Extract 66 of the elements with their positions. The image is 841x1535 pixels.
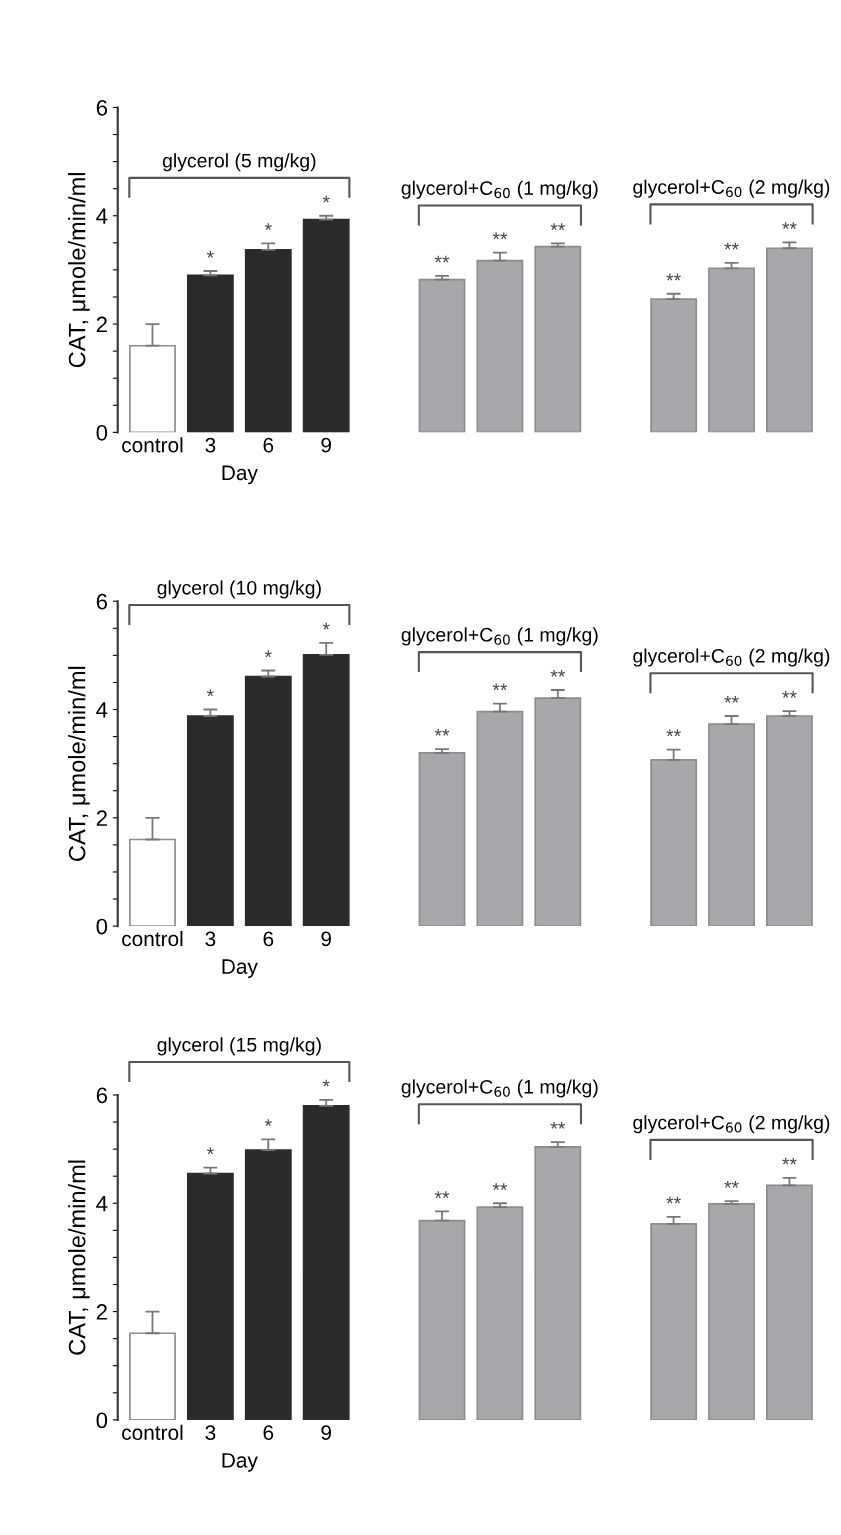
x-axis-title: Day <box>222 465 258 485</box>
data-label: * <box>206 1147 214 1155</box>
data-label: ** <box>492 232 508 240</box>
data-label: * <box>264 650 272 658</box>
y-tick-label: 2 <box>96 316 107 333</box>
y-tick-label: 2 <box>96 1304 107 1320</box>
x-tick-label: 3 <box>205 437 216 453</box>
data-label: * <box>206 689 214 697</box>
y-tick-label: 0 <box>96 918 108 935</box>
data-label: ** <box>782 691 797 698</box>
data-label: * <box>206 250 214 258</box>
x-tick-label: control <box>122 930 183 947</box>
data-label: ** <box>666 273 681 281</box>
annotation: glycerol+C$_{60}$ (2 mg/kg) <box>633 179 830 198</box>
x-tick-label: 6 <box>263 437 274 453</box>
text: glycerol (15 mg/kg) <box>157 1037 321 1056</box>
data-label: ** <box>782 222 797 229</box>
text: glycerol (10 mg/kg) <box>157 580 321 599</box>
y-tick-label: 6 <box>96 99 108 116</box>
data-label: ** <box>492 1183 508 1190</box>
y-axis-title: CAT, μmole/min/ml <box>68 666 90 861</box>
data-label: ** <box>550 223 566 231</box>
y-tick-label: 4 <box>96 702 108 718</box>
data-label: ** <box>492 683 508 691</box>
x-tick-label: 6 <box>263 931 274 947</box>
data-label: * <box>264 1119 272 1127</box>
annotation: glycerol (5 mg/kg) <box>162 153 316 172</box>
data-label: * <box>322 195 330 203</box>
data-label: ** <box>550 669 566 677</box>
x-axis-title: Day <box>222 1453 258 1472</box>
data-label: ** <box>434 255 450 263</box>
annotation: glycerol+C$_{60}$ (1 mg/kg) <box>401 1079 598 1098</box>
x-tick-label: 9 <box>321 437 331 453</box>
data-label: * <box>264 223 272 231</box>
x-axis-title: Day <box>222 959 258 979</box>
y-tick-label: 0 <box>96 424 108 441</box>
data-label: ** <box>724 695 739 703</box>
data-label: ** <box>434 728 450 736</box>
x-tick-label: 9 <box>321 931 331 947</box>
data-label: ** <box>666 1196 681 1204</box>
data-label: ** <box>434 1191 450 1199</box>
data-label: * <box>322 1079 330 1087</box>
y-tick-label: 6 <box>96 1087 108 1104</box>
data-label: ** <box>782 1157 797 1165</box>
data-label: ** <box>550 1121 566 1129</box>
y-tick-label: 4 <box>96 1196 108 1212</box>
data-label: ** <box>724 242 739 250</box>
annotation: glycerol+C$_{60}$ (2 mg/kg) <box>633 1115 830 1134</box>
data-label: ** <box>724 1180 739 1188</box>
y-tick-label: 2 <box>96 810 107 826</box>
x-tick-label: 3 <box>205 1425 216 1441</box>
y-axis-title: CAT, μmole/min/ml <box>68 173 90 368</box>
annotation: glycerol+C$_{60}$ (1 mg/kg) <box>401 627 598 646</box>
y-axis-title: CAT, μmole/min/ml <box>68 1160 90 1355</box>
y-tick-label: 4 <box>96 208 108 224</box>
annotation: glycerol+C$_{60}$ (2 mg/kg) <box>633 648 830 667</box>
x-tick-label: control <box>122 1424 183 1441</box>
x-tick-label: 6 <box>263 1425 274 1441</box>
y-tick-label: 0 <box>96 1412 108 1429</box>
x-tick-label: control <box>122 437 183 453</box>
x-tick-label: 3 <box>205 931 216 947</box>
annotation: glycerol+C$_{60}$ (1 mg/kg) <box>401 180 598 199</box>
x-tick-label: 9 <box>321 1425 331 1441</box>
y-tick-label: 6 <box>96 593 108 610</box>
data-label: ** <box>666 729 681 737</box>
data-label: * <box>322 622 330 630</box>
